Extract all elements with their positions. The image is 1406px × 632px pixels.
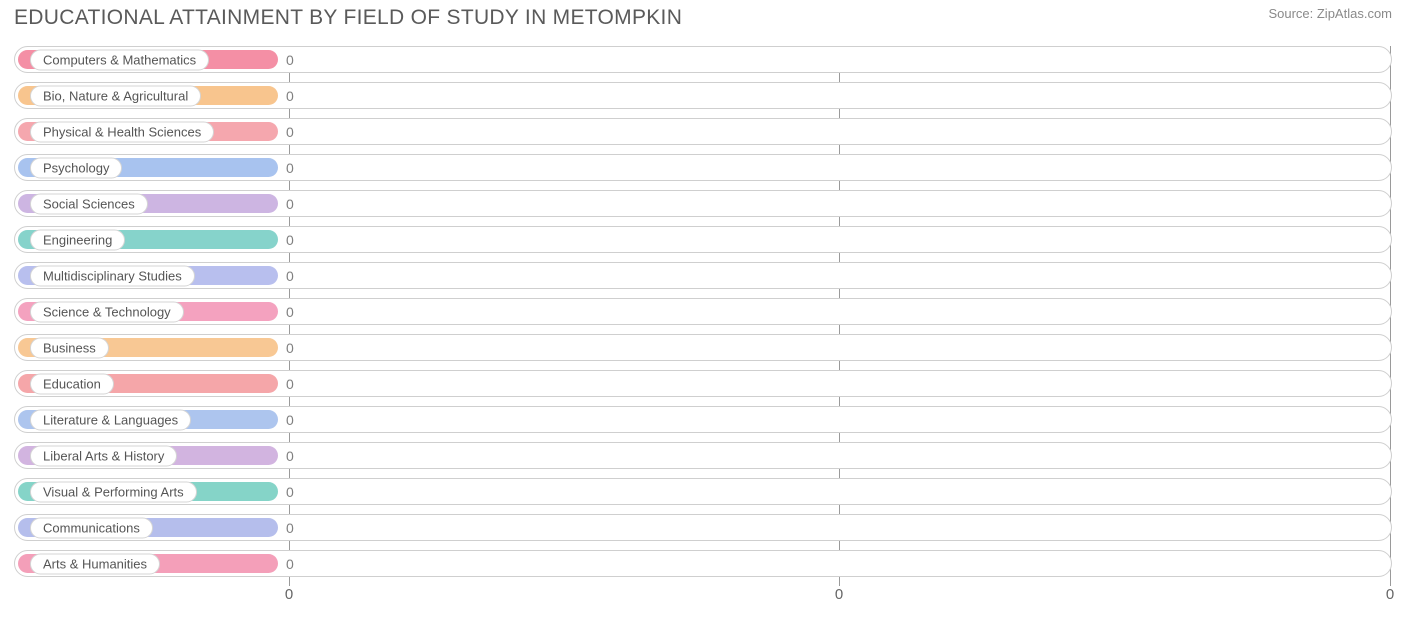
value-label: 0 (286, 448, 294, 464)
category-label: Bio, Nature & Agricultural (30, 85, 201, 106)
table-row: Communications 0 (14, 514, 1392, 541)
category-label: Psychology (30, 157, 122, 178)
x-tick-label: 0 (835, 586, 843, 603)
category-label: Education (30, 373, 114, 394)
table-row: Visual & Performing Arts 0 (14, 478, 1392, 505)
table-row: Business 0 (14, 334, 1392, 361)
value-label: 0 (286, 484, 294, 500)
table-row: Education 0 (14, 370, 1392, 397)
value-label: 0 (286, 52, 294, 68)
table-row: Liberal Arts & History 0 (14, 442, 1392, 469)
value-label: 0 (286, 412, 294, 428)
value-label: 0 (286, 304, 294, 320)
category-label: Literature & Languages (30, 409, 191, 430)
table-row: Arts & Humanities 0 (14, 550, 1392, 577)
value-label: 0 (286, 340, 294, 356)
value-label: 0 (286, 268, 294, 284)
table-row: Science & Technology 0 (14, 298, 1392, 325)
category-label: Liberal Arts & History (30, 445, 177, 466)
table-row: Multidisciplinary Studies 0 (14, 262, 1392, 289)
value-label: 0 (286, 520, 294, 536)
category-label: Visual & Performing Arts (30, 481, 197, 502)
chart-title: EDUCATIONAL ATTAINMENT BY FIELD OF STUDY… (14, 6, 682, 30)
table-row: Engineering 0 (14, 226, 1392, 253)
category-label: Multidisciplinary Studies (30, 265, 195, 286)
category-label: Business (30, 337, 109, 358)
value-label: 0 (286, 556, 294, 572)
table-row: Physical & Health Sciences 0 (14, 118, 1392, 145)
category-label: Arts & Humanities (30, 553, 160, 574)
value-label: 0 (286, 196, 294, 212)
value-label: 0 (286, 232, 294, 248)
value-label: 0 (286, 124, 294, 140)
table-row: Bio, Nature & Agricultural 0 (14, 82, 1392, 109)
chart-rows: Computers & Mathematics0Bio, Nature & Ag… (14, 46, 1392, 577)
x-tick-label: 0 (1386, 586, 1394, 603)
chart-source: Source: ZipAtlas.com (1268, 6, 1392, 21)
category-label: Social Sciences (30, 193, 148, 214)
table-row: Literature & Languages 0 (14, 406, 1392, 433)
value-label: 0 (286, 160, 294, 176)
chart-header: EDUCATIONAL ATTAINMENT BY FIELD OF STUDY… (0, 0, 1406, 34)
chart-area: Computers & Mathematics0Bio, Nature & Ag… (0, 34, 1406, 624)
category-label: Computers & Mathematics (30, 49, 209, 70)
table-row: Social Sciences 0 (14, 190, 1392, 217)
table-row: Psychology 0 (14, 154, 1392, 181)
value-label: 0 (286, 376, 294, 392)
category-label: Communications (30, 517, 153, 538)
category-label: Engineering (30, 229, 125, 250)
x-tick-label: 0 (285, 586, 293, 603)
value-label: 0 (286, 88, 294, 104)
category-label: Physical & Health Sciences (30, 121, 214, 142)
table-row: Computers & Mathematics 0 (14, 46, 1392, 73)
category-label: Science & Technology (30, 301, 184, 322)
x-axis: 0 0 0 (14, 586, 1392, 620)
